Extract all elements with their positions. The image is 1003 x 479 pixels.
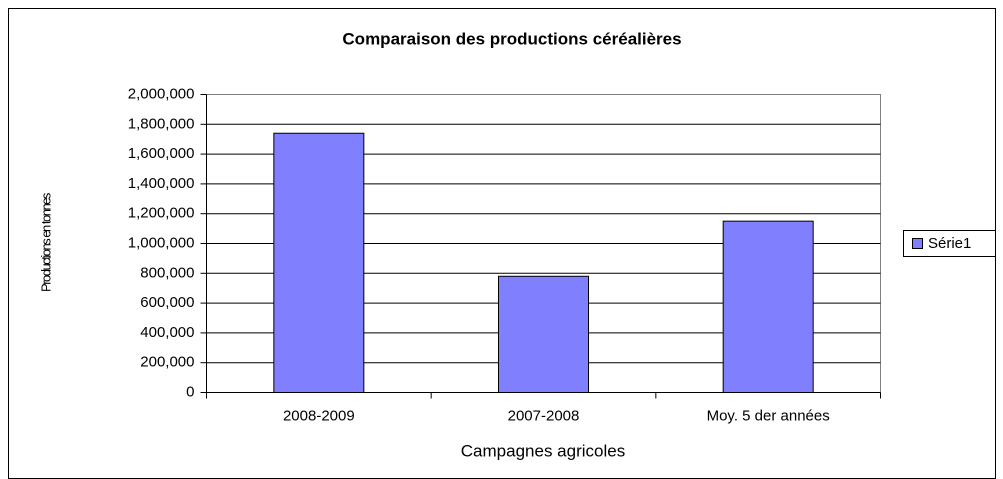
y-tick-label: 600,000: [140, 294, 194, 311]
legend-label: Série1: [928, 235, 971, 252]
y-tick-label: 800,000: [140, 264, 194, 281]
y-tick-label: 200,000: [140, 354, 194, 371]
bar: [273, 132, 365, 394]
x-tick-label: Moy. 5 der années: [707, 407, 830, 424]
y-tick-label: 0: [186, 383, 194, 400]
x-tick-label: 2007-2008: [508, 407, 580, 424]
x-axis-label: Campagnes agricoles: [461, 441, 625, 460]
y-tick-label: 1,000,000: [128, 234, 195, 251]
y-axis-label: Productions en tonnes: [38, 192, 53, 292]
y-tick-label: 2,000,000: [128, 85, 195, 102]
legend-swatch: [912, 238, 923, 249]
y-tick-label: 1,400,000: [128, 175, 195, 192]
y-tick-label: 400,000: [140, 324, 194, 341]
chart-title: Comparaison des productions céréalières: [342, 29, 681, 48]
bar: [498, 275, 589, 393]
y-tick-label: 1,200,000: [128, 205, 195, 222]
x-tick-label: 2008-2009: [283, 407, 355, 424]
y-tick-label: 1,600,000: [128, 145, 195, 162]
bar: [722, 220, 814, 393]
y-tick-label: 1,800,000: [128, 115, 195, 132]
